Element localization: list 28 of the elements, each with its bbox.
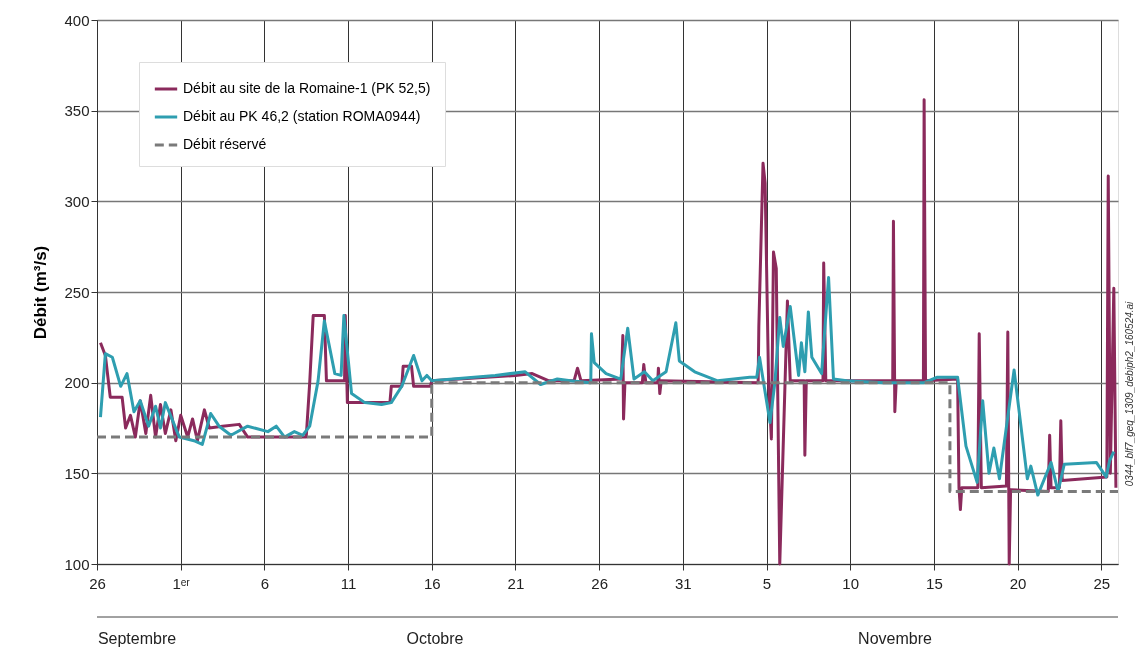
y-tick-label: 150 — [64, 464, 90, 482]
text: 0344_blf7_geq_1309_debiph2_160524.ai — [1124, 300, 1135, 487]
x-tick-label: 26 — [591, 574, 608, 592]
x-tick-label: 31 — [674, 574, 692, 592]
x-tick-label: 25 — [1093, 574, 1111, 592]
text: Septembre — [97, 630, 177, 647]
x-tick-label: 11 — [340, 574, 357, 592]
y-tick-label: 100 — [64, 555, 90, 573]
y-tick-label: 300 — [64, 192, 90, 210]
y-tick-label: 400 — [64, 11, 90, 29]
x-tick-label: 15 — [926, 574, 943, 592]
x-tick-label: 21 — [507, 574, 525, 592]
legend-label: Débit réservé — [183, 136, 267, 152]
x-tick-label: 26 — [89, 574, 106, 592]
legend-label: Débit au site de la Romaine-1 (PK 52,5) — [183, 80, 431, 96]
y-tick-label: 250 — [64, 283, 90, 301]
x-tick-label: 10 — [842, 574, 860, 592]
x-tick-label: 1ᵉʳ — [172, 574, 191, 592]
x-tick-label: 6 — [260, 574, 270, 592]
y-tick-label: 200 — [64, 374, 90, 392]
legend-label: Débit au PK 46,2 (station ROMA0944) — [183, 108, 421, 124]
y-axis-title: Débit (m³/s) — [31, 245, 51, 340]
x-tick-label: 20 — [1009, 574, 1027, 592]
y-tick-label: 350 — [64, 102, 90, 120]
x-tick-label: 5 — [762, 574, 772, 592]
text: Octobre — [406, 630, 464, 647]
text: Novembre — [858, 630, 932, 647]
x-tick-label: 16 — [423, 574, 441, 592]
